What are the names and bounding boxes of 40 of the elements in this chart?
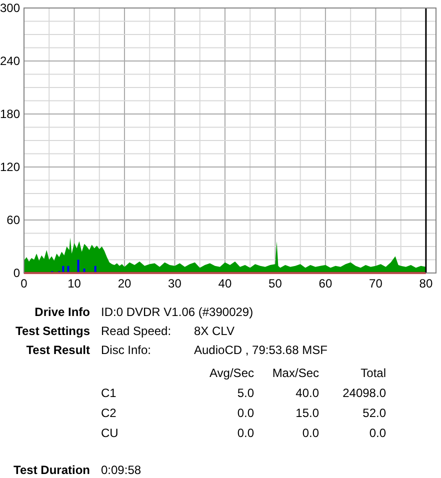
x-tick-label: 10 [68,276,82,291]
text: C2 [101,406,117,420]
text: 0:09:58 [101,463,142,477]
text: 0.0 [237,426,254,440]
bar [77,260,80,273]
text: 8X CLV [194,324,234,338]
text: 24098.0 [342,386,386,400]
text: ID:0 DVDR V1.06 (#390029) [101,305,254,319]
text: AudioCD , 79:53.68 MSF [194,343,328,357]
x-tick-label: 70 [369,276,383,291]
text: CU [101,426,118,440]
text: 0.0 [302,426,320,440]
text: C1 [101,386,117,400]
text: Test Settings [16,324,90,338]
x-tick-label: 60 [318,276,332,291]
x-tick-label: 40 [218,276,232,291]
x-tick-label: 30 [168,276,182,291]
x-tick-label: 20 [118,276,132,291]
x-tick-label: 50 [268,276,282,291]
text: Avg/Sec [210,366,254,380]
text: Disc Info: [101,343,152,357]
y-tick-label: 0 [13,266,20,280]
text: Read Speed: [101,324,172,338]
text: Test Result [26,343,90,357]
text: Drive Info [34,305,90,319]
text: 40.0 [296,386,320,400]
text: 0.0 [237,406,254,420]
text: Total [360,366,386,380]
text: 0.0 [369,426,386,440]
text: 15.0 [296,406,320,420]
y-tick-label: 120 [0,160,20,174]
text: Test Duration [14,463,90,477]
y-tick-label: 180 [0,106,20,121]
text: Max/Sec [272,366,319,380]
y-tick-label: 60 [6,212,20,227]
y-tick-label: 240 [0,54,20,68]
text: 52.0 [362,406,386,420]
text: 5.0 [237,386,254,400]
y-tick-label: 300 [0,0,20,15]
x-tick-label: 80 [419,276,433,291]
